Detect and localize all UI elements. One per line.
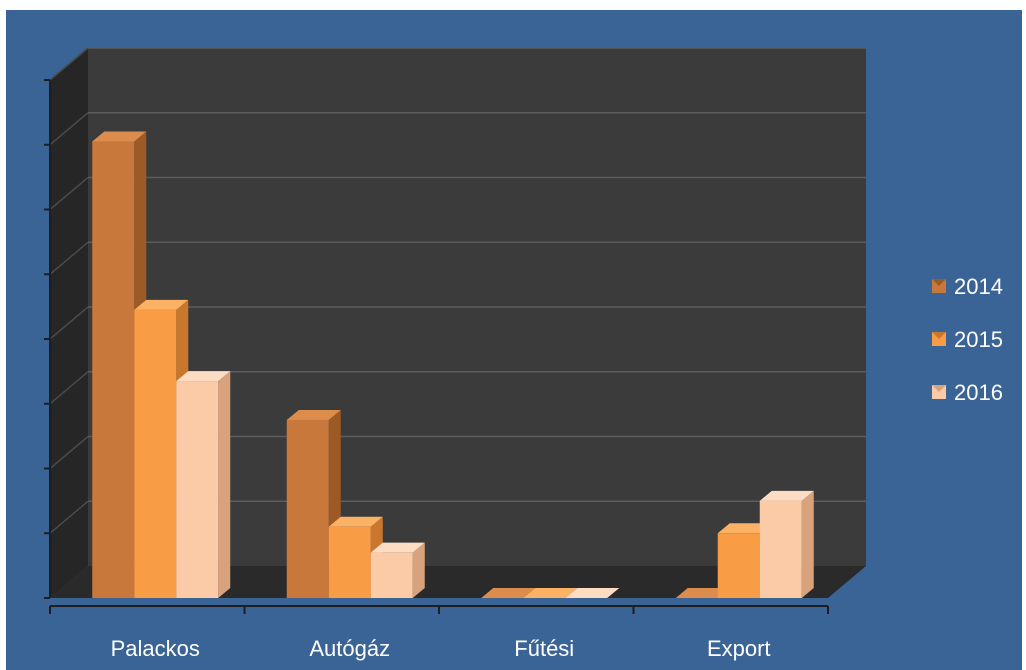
- legend-swatch-shade: [932, 279, 946, 286]
- bar-top: [92, 131, 147, 142]
- bar-top: [134, 299, 189, 310]
- legend-swatch-shade: [932, 385, 946, 392]
- bar-2015-fűtési: [523, 588, 578, 598]
- bar-top: [565, 588, 620, 598]
- bar-front: [286, 419, 329, 598]
- bar-top: [176, 371, 231, 382]
- bars: [92, 131, 814, 598]
- bar-side: [801, 490, 814, 598]
- bar-front: [328, 526, 371, 598]
- gridline-side: [49, 500, 89, 534]
- bar-chart: Palackos Autógáz Fűtési Export 2014 2015 2016: [44, 47, 1003, 661]
- gridline-side: [49, 306, 89, 340]
- floor: [50, 566, 866, 598]
- x-axis: Palackos Autógáz Fűtési Export: [49, 605, 829, 661]
- bar-2014-export: [675, 588, 730, 598]
- bar-2014-fűtési: [481, 588, 536, 598]
- bar-2014-autógáz: [286, 409, 341, 598]
- gridline-side: [49, 47, 89, 81]
- legend-item-2016: 2016: [932, 380, 1003, 405]
- bar-side: [218, 371, 231, 598]
- bar-front: [370, 552, 413, 598]
- x-tick-label: Fűtési: [514, 636, 574, 661]
- gridline-side: [49, 371, 89, 405]
- legend-item-2015: 2015: [932, 327, 1003, 352]
- bar-top: [759, 490, 814, 501]
- bar-2016-palackos: [176, 371, 231, 598]
- bar-front: [92, 141, 135, 598]
- legend: 2014 2015 2016: [932, 274, 1003, 405]
- legend-label: 2014: [954, 274, 1003, 299]
- bar-top: [481, 588, 536, 598]
- gridline-side: [49, 112, 89, 146]
- bar-2016-export: [759, 490, 814, 598]
- bar-top: [675, 588, 730, 598]
- bar-top: [328, 516, 383, 527]
- bar-2016-autógáz: [370, 542, 425, 598]
- legend-label: 2016: [954, 380, 1003, 405]
- gridline-side: [49, 241, 89, 275]
- bar-2016-fűtési: [565, 588, 620, 598]
- chart-area: Palackos Autógáz Fűtési Export 2014 2015 2016: [6, 10, 1022, 670]
- bar-front: [176, 381, 219, 598]
- legend-swatch-shade: [932, 332, 946, 339]
- bar-side: [412, 542, 425, 598]
- bar-top: [523, 588, 578, 598]
- x-tick-label: Autógáz: [309, 636, 390, 661]
- bar-front: [134, 309, 177, 598]
- x-tick-label: Export: [707, 636, 771, 661]
- x-tick-label: Palackos: [111, 636, 200, 661]
- bar-front: [759, 500, 802, 598]
- gridline-side: [49, 435, 89, 470]
- bar-top: [717, 523, 772, 534]
- bar-top: [370, 542, 425, 553]
- legend-label: 2015: [954, 327, 1003, 352]
- bar-front: [717, 533, 760, 598]
- legend-item-2014: 2014: [932, 274, 1003, 299]
- bar-top: [286, 409, 341, 420]
- gridline-side: [49, 176, 89, 211]
